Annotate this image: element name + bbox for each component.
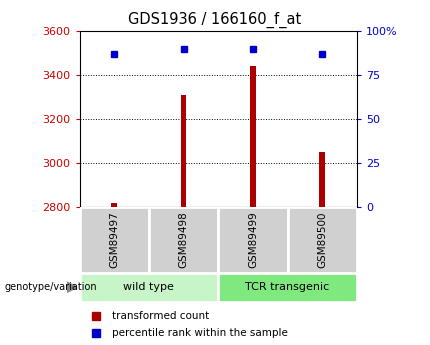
Text: GSM89500: GSM89500 — [317, 211, 327, 268]
Text: TCR transgenic: TCR transgenic — [246, 282, 330, 292]
Bar — [181, 95, 186, 207]
Text: wild type: wild type — [123, 282, 174, 292]
Bar — [288, 207, 357, 273]
Bar — [80, 273, 218, 302]
Bar — [111, 203, 117, 207]
Text: GSM89499: GSM89499 — [248, 211, 258, 268]
Bar — [250, 66, 256, 207]
Text: GSM89497: GSM89497 — [109, 211, 119, 268]
Polygon shape — [67, 282, 77, 293]
Text: percentile rank within the sample: percentile rank within the sample — [112, 328, 288, 338]
Text: transformed count: transformed count — [112, 311, 209, 321]
Text: genotype/variation: genotype/variation — [4, 282, 97, 292]
Text: GSM89498: GSM89498 — [178, 211, 189, 268]
Bar — [80, 207, 149, 273]
Bar — [218, 207, 288, 273]
Bar — [149, 207, 218, 273]
Bar — [319, 152, 325, 207]
Text: GDS1936 / 166160_f_at: GDS1936 / 166160_f_at — [129, 12, 301, 28]
Bar — [218, 273, 357, 302]
